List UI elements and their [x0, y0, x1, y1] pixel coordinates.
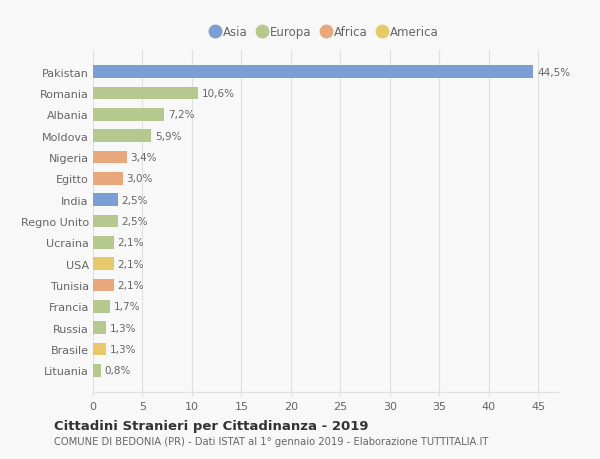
Bar — [93, 257, 114, 270]
Text: 5,9%: 5,9% — [155, 131, 182, 141]
Text: 10,6%: 10,6% — [202, 89, 235, 99]
Bar — [93, 215, 118, 228]
Text: 0,8%: 0,8% — [105, 365, 131, 375]
Bar — [93, 300, 110, 313]
Legend: Asia, Europa, Africa, America: Asia, Europa, Africa, America — [212, 26, 439, 39]
Text: 2,5%: 2,5% — [122, 195, 148, 205]
Bar — [93, 279, 114, 292]
Bar — [93, 173, 122, 185]
Text: 3,4%: 3,4% — [131, 152, 157, 162]
Text: 1,7%: 1,7% — [114, 302, 140, 312]
Text: 7,2%: 7,2% — [168, 110, 194, 120]
Bar — [93, 151, 127, 164]
Text: COMUNE DI BEDONIA (PR) - Dati ISTAT al 1° gennaio 2019 - Elaborazione TUTTITALIA: COMUNE DI BEDONIA (PR) - Dati ISTAT al 1… — [54, 437, 488, 446]
Text: 44,5%: 44,5% — [537, 67, 571, 78]
Bar — [93, 236, 114, 249]
Bar — [93, 322, 106, 334]
Bar — [93, 109, 164, 121]
Text: Cittadini Stranieri per Cittadinanza - 2019: Cittadini Stranieri per Cittadinanza - 2… — [54, 419, 368, 432]
Bar — [93, 130, 151, 143]
Text: 2,1%: 2,1% — [118, 238, 144, 248]
Bar — [93, 343, 106, 356]
Text: 2,1%: 2,1% — [118, 280, 144, 291]
Text: 2,5%: 2,5% — [122, 217, 148, 226]
Text: 1,3%: 1,3% — [110, 323, 136, 333]
Bar — [93, 66, 533, 79]
Text: 3,0%: 3,0% — [127, 174, 153, 184]
Bar — [93, 364, 101, 377]
Text: 1,3%: 1,3% — [110, 344, 136, 354]
Bar — [93, 194, 118, 207]
Bar — [93, 87, 198, 100]
Text: 2,1%: 2,1% — [118, 259, 144, 269]
